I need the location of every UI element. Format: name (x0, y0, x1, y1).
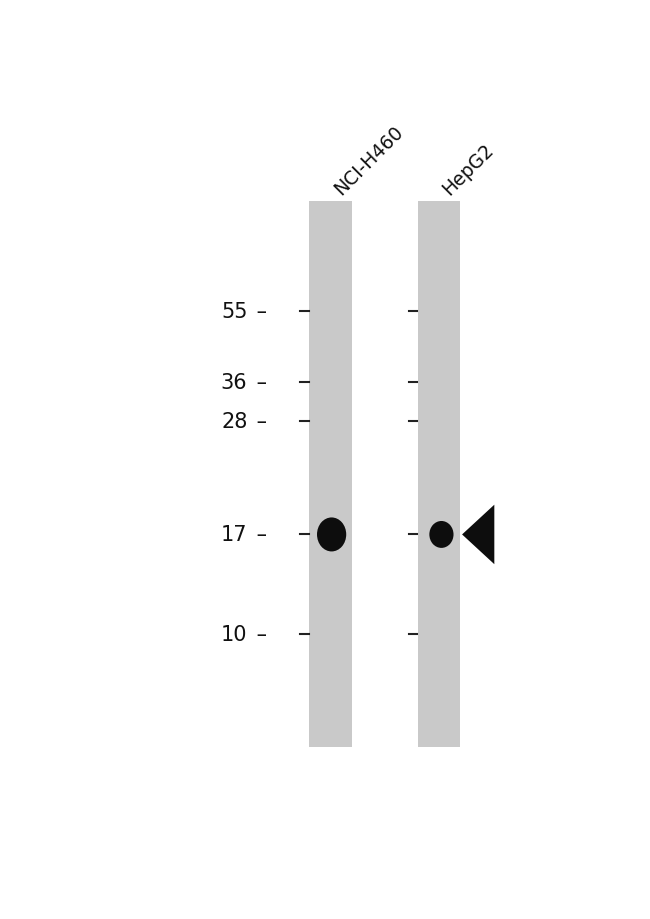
Text: –: – (250, 624, 267, 644)
Ellipse shape (317, 518, 346, 551)
Text: –: – (250, 373, 267, 392)
Text: 28: 28 (221, 412, 248, 432)
Polygon shape (462, 505, 494, 564)
Ellipse shape (430, 521, 454, 549)
Text: –: – (250, 302, 267, 322)
Text: –: – (250, 412, 267, 432)
Text: –: – (250, 525, 267, 545)
Text: 10: 10 (221, 624, 248, 644)
Text: 36: 36 (221, 373, 248, 392)
Bar (309, 202, 352, 747)
Text: NCI-H460: NCI-H460 (331, 122, 407, 199)
Text: 17: 17 (221, 525, 248, 545)
Bar (417, 202, 460, 747)
Text: 55: 55 (221, 302, 248, 322)
Text: HepG2: HepG2 (439, 141, 497, 199)
